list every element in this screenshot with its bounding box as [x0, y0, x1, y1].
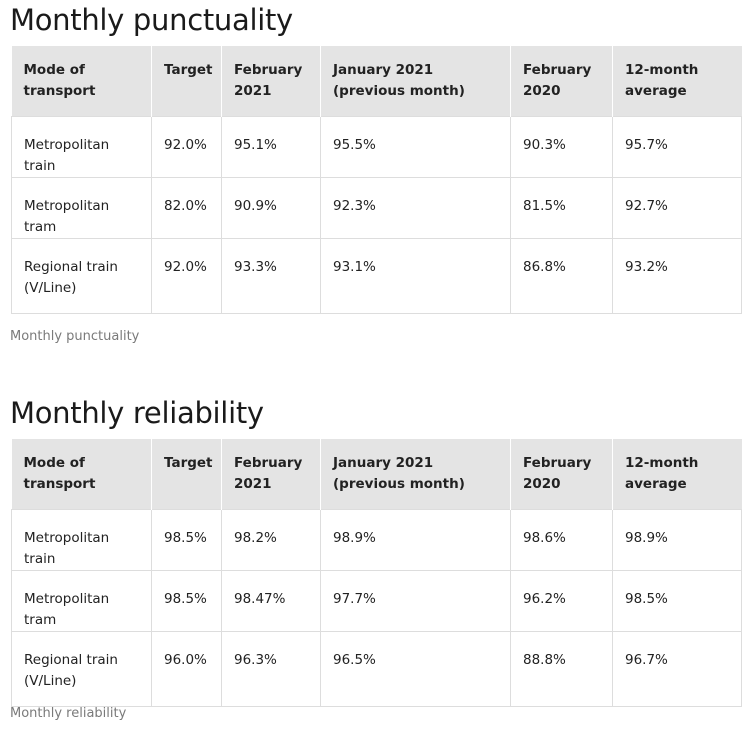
table-row: Metropolitan train 92.0% 95.1% 95.5% 90.…: [11, 115, 742, 178]
table-row: Metropolitan tram 98.5% 98.47% 97.7% 96.…: [11, 569, 742, 632]
cell-january-2021: 96.5%: [320, 630, 511, 707]
cell-january-2021: 93.1%: [320, 237, 511, 314]
cell-february-2020: 98.6%: [510, 508, 613, 571]
punctuality-table: Mode of transport Target February 2021 J…: [11, 46, 742, 314]
header-february-2020: February 2020: [510, 439, 613, 509]
table-header-row: Mode of transport Target February 2021 J…: [11, 439, 742, 509]
header-target: Target: [151, 439, 222, 509]
cell-mode: Metropolitan train: [11, 508, 152, 571]
cell-target: 92.0%: [151, 237, 222, 314]
cell-february-2021: 98.47%: [221, 569, 321, 632]
header-february-2021: February 2021: [221, 46, 321, 116]
cell-target: 82.0%: [151, 176, 222, 239]
cell-mode: Regional train (V/Line): [11, 630, 152, 707]
header-target: Target: [151, 46, 222, 116]
cell-february-2020: 86.8%: [510, 237, 613, 314]
cell-february-2020: 90.3%: [510, 115, 613, 178]
cell-mode: Metropolitan train: [11, 115, 152, 178]
punctuality-heading: Monthly punctuality: [10, 3, 293, 37]
cell-january-2021: 95.5%: [320, 115, 511, 178]
cell-february-2021: 95.1%: [221, 115, 321, 178]
cell-target: 98.5%: [151, 569, 222, 632]
header-february-2020: February 2020: [510, 46, 613, 116]
header-12-month-average: 12-month average: [612, 439, 742, 509]
cell-target: 98.5%: [151, 508, 222, 571]
cell-mode: Metropolitan tram: [11, 569, 152, 632]
cell-12-month-average: 98.9%: [612, 508, 742, 571]
cell-12-month-average: 96.7%: [612, 630, 742, 707]
table-row: Regional train (V/Line) 96.0% 96.3% 96.5…: [11, 630, 742, 707]
reliability-heading: Monthly reliability: [10, 396, 264, 430]
cell-february-2020: 88.8%: [510, 630, 613, 707]
header-january-2021: January 2021 (previous month): [320, 439, 511, 509]
cell-target: 96.0%: [151, 630, 222, 707]
cell-february-2020: 96.2%: [510, 569, 613, 632]
table-row: Metropolitan train 98.5% 98.2% 98.9% 98.…: [11, 508, 742, 571]
reliability-table: Mode of transport Target February 2021 J…: [11, 439, 742, 707]
cell-february-2021: 98.2%: [221, 508, 321, 571]
cell-january-2021: 92.3%: [320, 176, 511, 239]
table-header-row: Mode of transport Target February 2021 J…: [11, 46, 742, 116]
cell-january-2021: 97.7%: [320, 569, 511, 632]
cell-12-month-average: 95.7%: [612, 115, 742, 178]
cell-mode: Metropolitan tram: [11, 176, 152, 239]
cell-february-2020: 81.5%: [510, 176, 613, 239]
punctuality-caption: Monthly punctuality: [10, 329, 140, 344]
header-february-2021: February 2021: [221, 439, 321, 509]
cell-12-month-average: 92.7%: [612, 176, 742, 239]
table-row: Metropolitan tram 82.0% 90.9% 92.3% 81.5…: [11, 176, 742, 239]
cell-12-month-average: 93.2%: [612, 237, 742, 314]
cell-february-2021: 90.9%: [221, 176, 321, 239]
header-mode-of-transport: Mode of transport: [11, 46, 152, 116]
cell-february-2021: 96.3%: [221, 630, 321, 707]
table-row: Regional train (V/Line) 92.0% 93.3% 93.1…: [11, 237, 742, 314]
cell-12-month-average: 98.5%: [612, 569, 742, 632]
header-january-2021: January 2021 (previous month): [320, 46, 511, 116]
header-12-month-average: 12-month average: [612, 46, 742, 116]
cell-mode: Regional train (V/Line): [11, 237, 152, 314]
cell-february-2021: 93.3%: [221, 237, 321, 314]
header-mode-of-transport: Mode of transport: [11, 439, 152, 509]
cell-january-2021: 98.9%: [320, 508, 511, 571]
reliability-caption: Monthly reliability: [10, 706, 127, 721]
cell-target: 92.0%: [151, 115, 222, 178]
